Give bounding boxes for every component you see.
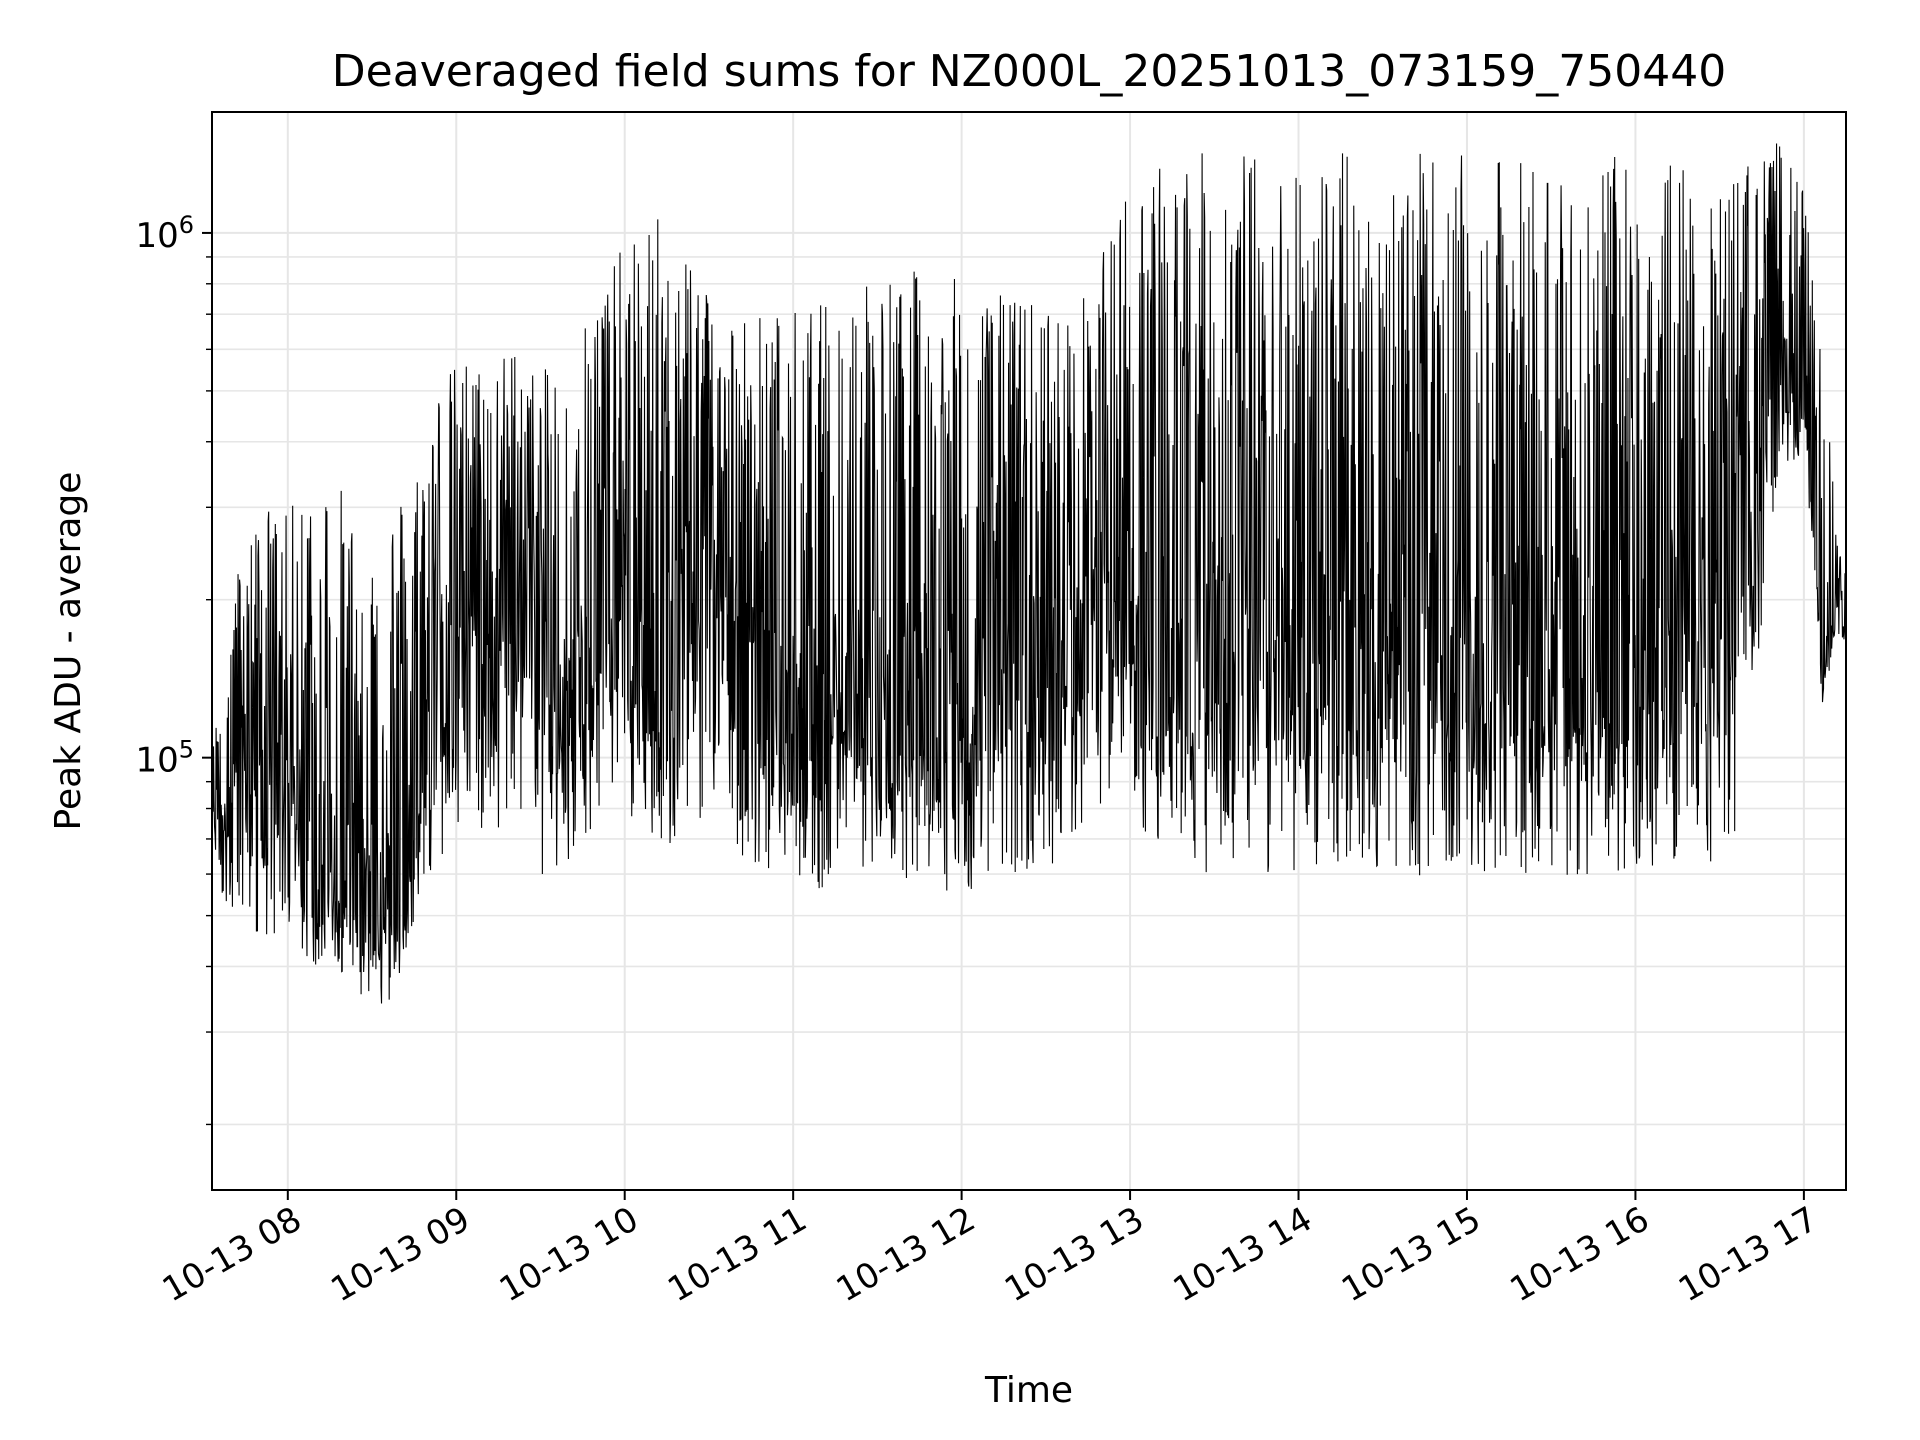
y-axis-label: Peak ADU - average: [48, 472, 89, 831]
y-tick-label: 106: [135, 211, 194, 256]
y-tick-label-base: 10: [135, 741, 178, 781]
y-tick-label: 105: [135, 736, 194, 781]
y-tick-label-exponent: 6: [179, 211, 194, 239]
plot-frame: [211, 111, 1847, 1191]
x-axis-label: Time: [984, 1370, 1073, 1411]
chart-title: Deaveraged field sums for NZ000L_2025101…: [332, 46, 1726, 97]
series-layer: [211, 143, 1847, 1004]
y-tick-label-base: 10: [135, 216, 178, 256]
series-line-field-sums: [211, 143, 1847, 1004]
y-tick-label-exponent: 5: [179, 736, 194, 764]
